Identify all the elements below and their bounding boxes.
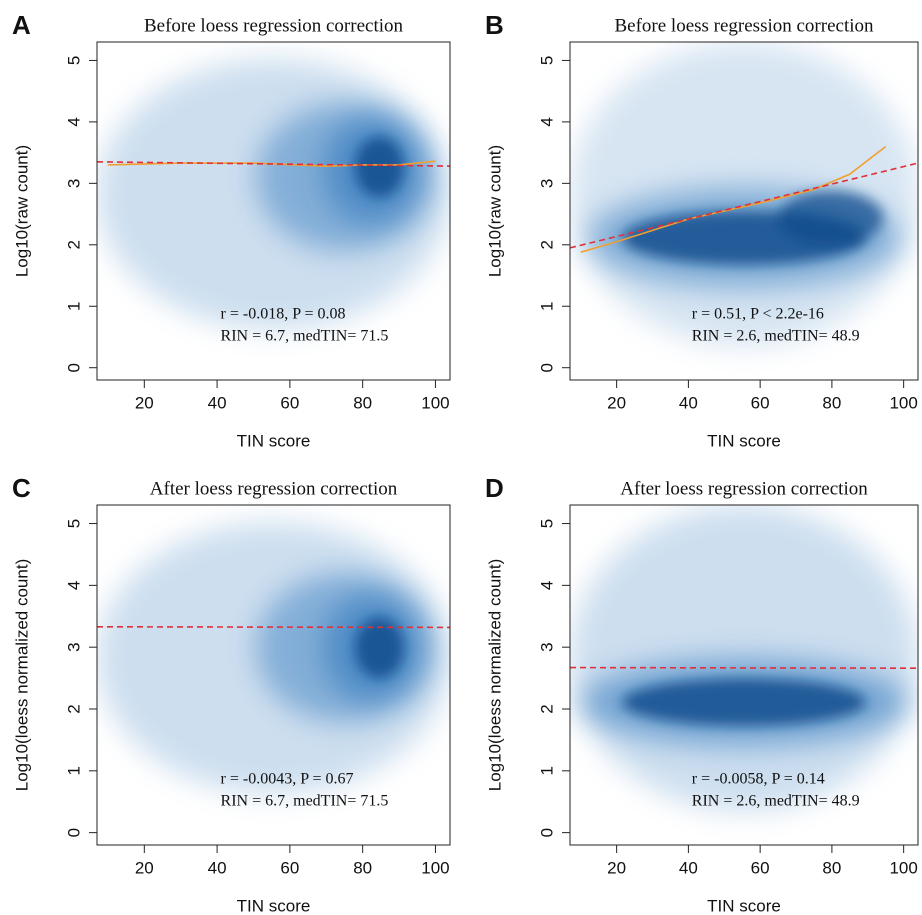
y-tick-label: 5 <box>64 519 83 528</box>
y-axis-label: Log10(loess normalized count) <box>12 559 31 791</box>
x-tick-label: 40 <box>679 858 698 877</box>
y-tick-label: 3 <box>537 179 556 188</box>
y-tick-label: 2 <box>537 704 556 713</box>
panel: B Before loess regression correction TIN s… <box>485 10 919 450</box>
density-blob <box>622 678 866 726</box>
x-tick-label: 20 <box>135 393 154 412</box>
y-tick-label: 5 <box>537 56 556 65</box>
fit-line <box>97 161 450 167</box>
x-axis-label: TIN score <box>237 896 311 915</box>
y-tick-label: 2 <box>537 240 556 249</box>
x-tick-label: 40 <box>208 393 227 412</box>
y-tick-label: 1 <box>64 302 83 311</box>
plot-box <box>569 504 919 846</box>
y-tick-label: 1 <box>537 766 556 775</box>
x-tick-label: 100 <box>421 858 449 877</box>
y-tick-label: 4 <box>64 117 83 126</box>
fit-line <box>97 625 450 629</box>
x-tick-label: 100 <box>421 393 449 412</box>
x-tick-label: 60 <box>751 858 770 877</box>
y-tick-label: 3 <box>537 642 556 651</box>
plot-box <box>569 41 919 381</box>
x-tick-label: 80 <box>822 858 841 877</box>
annotation: r = -0.018, P = 0.08 <box>221 306 346 323</box>
annotation: RIN = 2.6, medTIN= 48.9 <box>692 328 860 345</box>
density-blob <box>354 617 405 679</box>
y-tick-label: 0 <box>64 363 83 372</box>
y-tick-label: 5 <box>64 56 83 65</box>
y-tick-label: 3 <box>64 642 83 651</box>
y-tick-label: 0 <box>537 363 556 372</box>
chart-title: After loess regression correction <box>620 478 868 499</box>
x-tick-label: 20 <box>607 393 626 412</box>
density <box>570 505 918 811</box>
panel-letter: B <box>485 10 504 40</box>
x-tick-label: 100 <box>889 393 917 412</box>
annotation: RIN = 6.7, medTIN= 71.5 <box>221 793 389 810</box>
y-tick-label: 4 <box>537 581 556 590</box>
y-tick-label: 0 <box>537 828 556 837</box>
x-tick-label: 100 <box>889 858 917 877</box>
panel-letter: C <box>12 473 31 503</box>
x-tick-label: 60 <box>280 393 299 412</box>
annotation: r = -0.0058, P = 0.14 <box>692 771 825 788</box>
annotation: RIN = 6.7, medTIN= 71.5 <box>221 328 389 345</box>
density <box>97 58 450 330</box>
y-tick-label: 1 <box>537 302 556 311</box>
annotation: r = -0.0043, P = 0.67 <box>221 771 354 788</box>
x-tick-label: 20 <box>607 858 626 877</box>
density <box>97 522 450 794</box>
x-tick-label: 60 <box>280 858 299 877</box>
chart-title: After loess regression correction <box>150 478 398 499</box>
density-blob <box>354 136 405 198</box>
chart-title: Before loess regression correction <box>144 15 404 36</box>
y-axis-label: Log10(raw count) <box>485 145 504 277</box>
chart-title: Before loess regression correction <box>614 15 874 36</box>
x-tick-label: 40 <box>208 858 227 877</box>
x-axis-label: TIN score <box>237 431 311 450</box>
y-tick-label: 1 <box>64 766 83 775</box>
density <box>570 42 918 347</box>
x-tick-label: 80 <box>822 393 841 412</box>
y-tick-label: 2 <box>64 240 83 249</box>
x-axis-label: TIN score <box>707 896 781 915</box>
y-axis-label: Log10(raw count) <box>12 145 31 277</box>
annotation: r = 0.51, P < 2.2e-16 <box>692 306 824 323</box>
plot-box <box>96 504 451 846</box>
fit-line <box>570 666 918 669</box>
y-tick-label: 4 <box>64 581 83 590</box>
x-tick-label: 80 <box>353 858 372 877</box>
panel: D After loess regression correction TIN sc… <box>485 473 919 915</box>
x-tick-label: 80 <box>353 393 372 412</box>
loess-curve <box>580 145 887 253</box>
y-tick-label: 3 <box>64 179 83 188</box>
x-tick-label: 60 <box>751 393 770 412</box>
panel: A Before loess regression correction TIN s… <box>12 10 451 450</box>
panel-letter: D <box>485 473 504 503</box>
y-tick-label: 2 <box>64 704 83 713</box>
x-tick-label: 40 <box>679 393 698 412</box>
y-axis-label: Log10(loess normalized count) <box>485 559 504 791</box>
plot-box <box>96 41 451 381</box>
y-tick-label: 4 <box>537 117 556 126</box>
panel-letter: A <box>12 10 31 40</box>
annotation: RIN = 2.6, medTIN= 48.9 <box>692 793 860 810</box>
panel: C After loess regression correction TIN sc… <box>12 473 451 915</box>
density-blob <box>778 190 884 245</box>
x-axis-label: TIN score <box>707 431 781 450</box>
y-tick-label: 0 <box>64 828 83 837</box>
density-blob <box>570 505 918 811</box>
y-tick-label: 5 <box>537 519 556 528</box>
x-tick-label: 20 <box>135 858 154 877</box>
